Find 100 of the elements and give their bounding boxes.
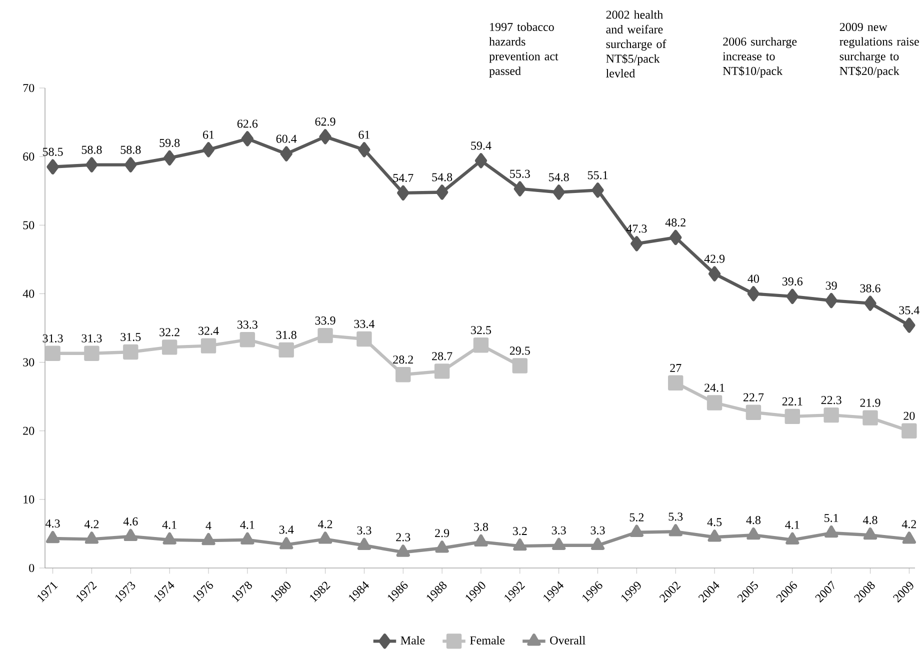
point (162, 340, 178, 355)
point (397, 185, 410, 201)
data-label: 42.9 (704, 254, 725, 263)
text: 2002 health and weifare surcharge of NT$5/pack levled (606, 10, 666, 78)
data-label: 3.2 (512, 527, 527, 536)
data-label: 29.5 (510, 346, 530, 355)
point (630, 236, 643, 252)
point (124, 528, 138, 542)
y-tick-label: 0 (29, 564, 34, 572)
data-label: 4.1 (162, 520, 176, 529)
data-label: 22.1 (782, 397, 802, 406)
data-label: 33.9 (315, 316, 336, 325)
data-label: 60.4 (276, 134, 297, 143)
point (708, 266, 721, 282)
data-label: 62.9 (315, 118, 336, 126)
point (902, 423, 917, 438)
point (824, 407, 839, 423)
data-label: 39.6 (782, 277, 803, 286)
point (434, 364, 450, 379)
data-label: 22.3 (821, 396, 842, 404)
point (668, 524, 682, 536)
data-label: 32.2 (160, 328, 180, 336)
text: 2009 new regulations raise surcharge to NT$20/pack (840, 22, 919, 78)
point (124, 157, 137, 172)
point (473, 338, 489, 353)
y-tick-label: 10 (24, 495, 34, 504)
data-label: 4.2 (84, 520, 99, 528)
point (45, 346, 60, 361)
data-label: 28.2 (393, 356, 413, 364)
point (202, 532, 216, 546)
point (825, 292, 838, 308)
data-label: 3.3 (357, 526, 372, 534)
point (240, 332, 256, 348)
data-label: 59.4 (471, 142, 492, 150)
legend-label: Male (400, 636, 425, 644)
point (46, 530, 60, 544)
point (786, 532, 800, 544)
point (552, 184, 565, 200)
data-label: 4.8 (862, 516, 878, 524)
point (590, 538, 605, 550)
data-label: 20 (904, 412, 915, 420)
point (319, 129, 332, 144)
point (670, 230, 682, 246)
y-tick-label: 20 (23, 426, 34, 435)
y-tick-label: 30 (23, 358, 34, 366)
data-label: 3.3 (590, 526, 605, 534)
data-label: 4 (206, 522, 212, 530)
point (592, 182, 604, 198)
point (784, 408, 800, 424)
point (864, 296, 876, 311)
y-tick-label: 60 (23, 152, 34, 161)
data-label: 59.8 (160, 138, 180, 148)
point (436, 184, 448, 200)
data-label: 5.3 (668, 512, 683, 521)
text: 1997 tobacco hazards prevention act passed (489, 22, 558, 78)
data-label: 33.3 (237, 320, 258, 329)
legend-label: Overall (550, 636, 586, 644)
data-label: 58.8 (82, 146, 102, 154)
data-label: 4.8 (746, 516, 761, 524)
data-label: 38.6 (860, 284, 880, 292)
data-label: 28.7 (432, 352, 452, 360)
point (747, 286, 760, 302)
point (903, 318, 916, 333)
data-label: 2.9 (435, 529, 450, 538)
point (86, 157, 98, 172)
data-label: 54.8 (549, 173, 569, 182)
point (746, 404, 762, 420)
point (358, 142, 370, 158)
point (514, 181, 526, 196)
data-label: 3.3 (552, 526, 566, 534)
data-label: 61 (203, 130, 214, 139)
point (824, 525, 838, 538)
y-tick-label: 40 (22, 290, 34, 298)
point (396, 367, 411, 382)
data-label: 24.1 (704, 384, 724, 392)
point (512, 358, 528, 374)
data-label: 31.8 (276, 330, 296, 340)
data-label: 48.2 (665, 218, 686, 227)
data-label: 5.1 (824, 514, 838, 522)
point (786, 288, 798, 304)
legend-label: Female (470, 636, 505, 644)
point (706, 395, 722, 410)
data-label: 58.5 (42, 148, 63, 156)
data-label: 54.8 (432, 173, 452, 182)
data-label: 3.4 (279, 526, 294, 534)
data-label: 22.7 (743, 393, 764, 402)
data-label: 4.2 (318, 520, 332, 528)
text: 2006 surcharge increase to NT$10/pack (722, 37, 797, 78)
point (474, 153, 488, 168)
y-tick-label: 50 (23, 221, 34, 230)
point (200, 338, 216, 354)
data-label: 31.5 (120, 332, 141, 342)
point (357, 538, 371, 550)
point (552, 538, 566, 550)
data-label: 4.6 (123, 517, 138, 526)
point (708, 530, 722, 542)
point (123, 344, 138, 360)
data-label: 4.1 (240, 520, 254, 529)
data-label: 2.3 (396, 533, 410, 542)
data-label: 3.8 (474, 522, 488, 532)
